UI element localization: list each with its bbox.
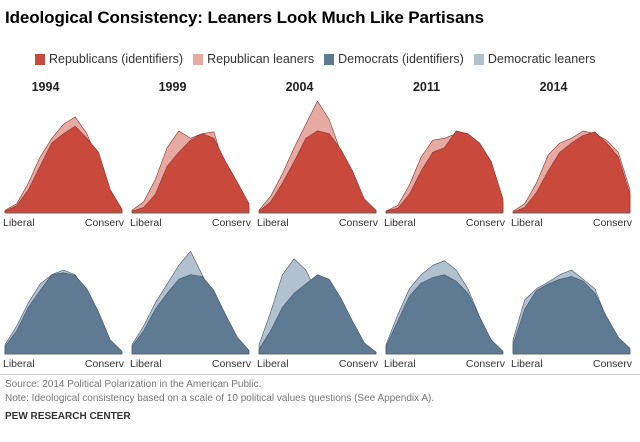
area-republicans-identifiers-1999 (131, 133, 250, 214)
panel-republican-1999: Liberal Conserv (130, 130, 252, 229)
panel-democrat-1999: Liberal Conserv (130, 251, 252, 370)
year-label-1999: 1999 (159, 80, 187, 94)
panel-democrat-2014: Liberal Conserv (511, 269, 633, 370)
legend-swatch-democrats (324, 53, 335, 65)
footer-divider (0, 374, 640, 375)
legend-item-republicans: Republicans (identifiers) (35, 52, 183, 66)
axis-label-liberal-republican-1994: Liberal (3, 217, 35, 229)
panel-republican-2004: Liberal Conserv (257, 100, 379, 229)
axis-label-liberal-democrat-1994: Liberal (3, 358, 35, 370)
axis-label-conserv-republican-2014: Conserv (593, 217, 633, 229)
legend: Republicans (identifiers) Republican lea… (35, 52, 606, 66)
area-democrats-identifiers-1994 (4, 272, 123, 355)
panel-democrat-1994: Liberal Conserv (3, 269, 125, 370)
axis-label-conserv-republican-1999: Conserv (212, 217, 252, 229)
axis-label-conserv-republican-2011: Conserv (466, 217, 506, 229)
footer: Source: 2014 Political Polarization in t… (5, 378, 434, 424)
year-label-2014: 2014 (540, 80, 568, 94)
chart-title: Ideological Consistency: Leaners Look Mu… (5, 8, 484, 27)
axis-label-liberal-republican-1999: Liberal (130, 217, 162, 229)
axis-label-liberal-democrat-1999: Liberal (130, 358, 162, 370)
year-label-1994: 1994 (32, 80, 60, 94)
axis-label-conserv-democrat-2011: Conserv (466, 358, 506, 370)
panel-democrat-2004: Liberal Conserv (257, 258, 379, 370)
legend-swatch-republicans (35, 53, 45, 65)
area-republicans-identifiers-1994 (4, 125, 123, 214)
org-credit: PEW RESEARCH CENTER (5, 411, 131, 422)
axis-label-conserv-democrat-1994: Conserv (85, 358, 125, 370)
legend-label-democrats: Democrats (identifiers) (338, 52, 464, 66)
axis-label-liberal-republican-2011: Liberal (384, 217, 416, 229)
panel-republican-1994: Liberal Conserv (3, 116, 125, 229)
area-democrats-identifiers-2014 (512, 276, 631, 355)
axis-label-liberal-republican-2014: Liberal (511, 217, 543, 229)
area-democrats-identifiers-1999 (131, 274, 250, 355)
area-republicans-identifiers-2014 (512, 131, 631, 214)
legend-item-democrats: Democrats (identifiers) (324, 52, 464, 66)
axis-label-liberal-republican-2004: Liberal (257, 217, 289, 229)
axis-label-conserv-republican-1994: Conserv (85, 217, 125, 229)
area-republicans-identifiers-2004 (258, 130, 377, 214)
legend-label-republicans: Republicans (identifiers) (49, 52, 184, 66)
year-label-2004: 2004 (286, 80, 314, 94)
legend-swatch-democratic-leaners (473, 53, 484, 65)
legend-label-republican-leaners: Republican leaners (207, 52, 315, 66)
legend-item-democratic-leaners: Democratic leaners (473, 52, 596, 66)
panel-democrat-2011: Liberal Conserv (384, 260, 506, 370)
panel-republican-2011: Liberal Conserv (384, 130, 506, 229)
legend-item-republican-leaners: Republican leaners (193, 52, 314, 66)
axis-label-conserv-democrat-1999: Conserv (212, 358, 252, 370)
axis-label-liberal-democrat-2004: Liberal (257, 358, 289, 370)
year-label-2011: 2011 (413, 80, 440, 94)
axis-label-conserv-republican-2004: Conserv (339, 217, 379, 229)
axis-label-liberal-democrat-2011: Liberal (384, 358, 416, 370)
area-republicans-identifiers-2011 (385, 130, 504, 214)
axis-label-liberal-democrat-2014: Liberal (511, 358, 543, 370)
axis-label-conserv-democrat-2004: Conserv (339, 358, 379, 370)
area-democrats-identifiers-2011 (385, 274, 504, 355)
panel-republican-2014: Liberal Conserv (511, 130, 633, 229)
axis-label-conserv-democrat-2014: Conserv (593, 358, 633, 370)
area-democrats-identifiers-2004 (258, 274, 377, 355)
method-note: Note: Ideological consistency based on a… (5, 393, 435, 404)
legend-label-democratic-leaners: Democratic leaners (487, 52, 596, 66)
legend-swatch-republican-leaners (193, 53, 204, 65)
source-note: Source: 2014 Political Polarization in t… (5, 379, 262, 390)
